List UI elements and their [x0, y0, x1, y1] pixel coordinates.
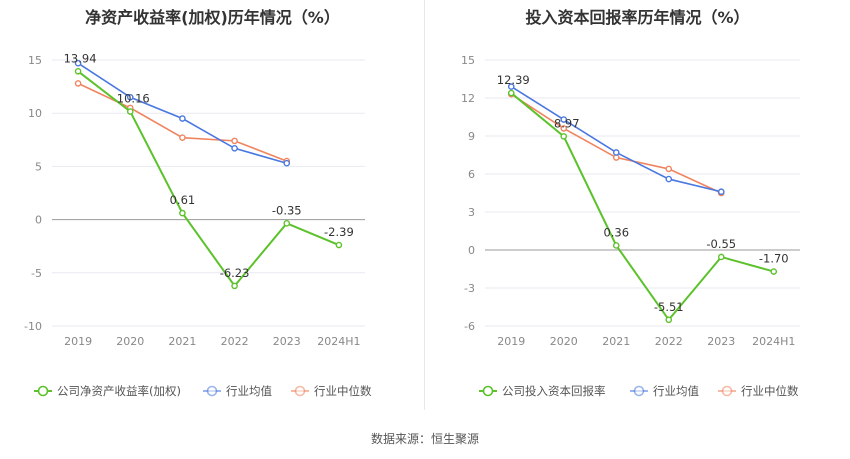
legend-swatch-marker	[721, 385, 733, 397]
x-tick-label: 2022	[221, 335, 249, 348]
legend-label: 公司投入资本回报率	[502, 384, 606, 398]
legend-swatch-marker	[206, 385, 218, 397]
legend-label: 行业均值	[653, 384, 699, 398]
legend-swatch-marker	[633, 385, 645, 397]
y-tick-label: 10	[28, 107, 42, 120]
x-tick-label: 2021	[168, 335, 196, 348]
industry_avg-point	[507, 83, 515, 90]
x-tick-label: 2023	[273, 335, 301, 348]
data-label: 8.97	[554, 116, 580, 130]
legend-item-industry_median: 行业中位数	[718, 384, 799, 398]
y-tick-label: 9	[468, 130, 475, 143]
data-label: -5.51	[654, 300, 684, 314]
x-tick-label: 2020	[550, 335, 578, 348]
company-line	[510, 92, 775, 322]
company-point	[717, 253, 725, 261]
legend-item-company: 公司投入资本回报率	[479, 384, 606, 398]
data-label: 10.16	[117, 91, 150, 105]
industry_median-point	[179, 134, 186, 141]
y-tick-label: 15	[461, 54, 475, 67]
industry_avg-point	[717, 188, 725, 196]
data-label: 0.61	[170, 193, 196, 207]
industry_median-point	[560, 125, 568, 132]
industry_avg-point	[74, 59, 82, 67]
company-point	[335, 241, 343, 249]
x-tick-label: 2024H1	[317, 335, 360, 348]
company-line	[77, 70, 340, 288]
company-point	[74, 67, 82, 75]
x-tick-label: 2022	[655, 335, 683, 348]
company-point	[126, 108, 134, 115]
industry_avg-point	[612, 149, 620, 156]
data-label: -2.39	[324, 225, 354, 239]
data-label: 0.36	[603, 225, 629, 239]
legend-label: 公司净资产收益率(加权)	[57, 384, 181, 398]
data-label: -0.55	[706, 237, 736, 251]
legend-item-company: 公司净资产收益率(加权)	[34, 384, 181, 398]
legend-swatch-marker	[294, 385, 306, 397]
data-source-note: 数据来源：恒生聚源	[370, 432, 479, 446]
company-point	[507, 89, 515, 97]
industry_median-line	[510, 93, 722, 194]
x-tick-label: 2019	[64, 335, 92, 348]
company-point	[231, 282, 238, 290]
y-tick-label: -10	[24, 320, 42, 333]
x-tick-label: 2024H1	[752, 335, 795, 348]
data-label: -0.35	[272, 203, 302, 217]
roic-chart-panel: 投入资本回报率历年情况（%） 15 12 9 6 3 0 -3 -6 2019 2020 2021 2…	[425, 0, 850, 420]
industry_median-point	[74, 80, 82, 87]
legend-item-industry_median: 行业中位数	[291, 384, 372, 398]
data-label: -6.23	[220, 266, 250, 280]
y-tick-label: 0	[468, 244, 475, 257]
roe-chart-panel: 净资产收益率(加权)历年情况（%） 15 10 5 0 -5 -10 2019 2020 202…	[0, 0, 425, 420]
data-label: 12.39	[497, 73, 530, 87]
y-tick-label: 15	[28, 54, 42, 67]
legend-item-industry_avg: 行业均值	[203, 384, 272, 398]
legend-swatch-marker	[482, 385, 494, 397]
x-tick-label: 2021	[602, 335, 630, 348]
company-point	[179, 209, 186, 217]
roe-chart-title: 净资产收益率(加权)历年情况（%）	[85, 8, 340, 27]
company-point	[283, 220, 291, 227]
y-tick-label: -6	[464, 320, 475, 333]
company-point	[665, 316, 673, 324]
industry_avg-line	[510, 85, 722, 193]
industry_avg-point	[179, 115, 186, 122]
industry_avg-point	[231, 145, 238, 152]
y-tick-label: 5	[35, 160, 42, 173]
y-tick-label: -5	[31, 267, 42, 280]
industry_avg-point	[560, 116, 568, 123]
y-tick-label: 6	[468, 168, 475, 181]
roe-line-chart: 15 10 5 0 -5 -10 2019 2020 2021 2022 2023 2024H1 13.…	[24, 51, 372, 398]
company-point	[560, 133, 568, 140]
x-tick-label: 2023	[707, 335, 735, 348]
x-tick-label: 2020	[116, 335, 144, 348]
roic-line-chart: 15 12 9 6 3 0 -3 -6 2019 2020 2021 2022 2023 2024H1 12…	[461, 54, 800, 398]
industry_avg-point	[126, 93, 134, 101]
data-label: -1.70	[759, 252, 789, 266]
company-point	[770, 268, 778, 275]
x-tick-label: 2019	[497, 335, 525, 348]
legend-label: 行业均值	[226, 384, 272, 398]
legend-swatch-marker	[37, 385, 49, 397]
panel-divider	[424, 0, 425, 410]
industry_median-point	[665, 165, 673, 173]
y-tick-label: 12	[461, 92, 475, 105]
data-label: 13.94	[64, 51, 97, 65]
industry_avg-point	[665, 175, 673, 183]
company-point	[612, 242, 620, 249]
roic-chart-title: 投入资本回报率历年情况（%）	[525, 8, 750, 27]
industry_avg-point	[283, 159, 291, 167]
y-tick-label: -3	[464, 282, 475, 295]
legend-item-industry_avg: 行业均值	[630, 384, 699, 398]
legend-label: 行业中位数	[314, 384, 372, 398]
legend-label: 行业中位数	[741, 384, 799, 398]
y-tick-label: 0	[35, 214, 42, 227]
industry_median-point	[231, 137, 238, 145]
y-tick-label: 3	[468, 206, 475, 219]
